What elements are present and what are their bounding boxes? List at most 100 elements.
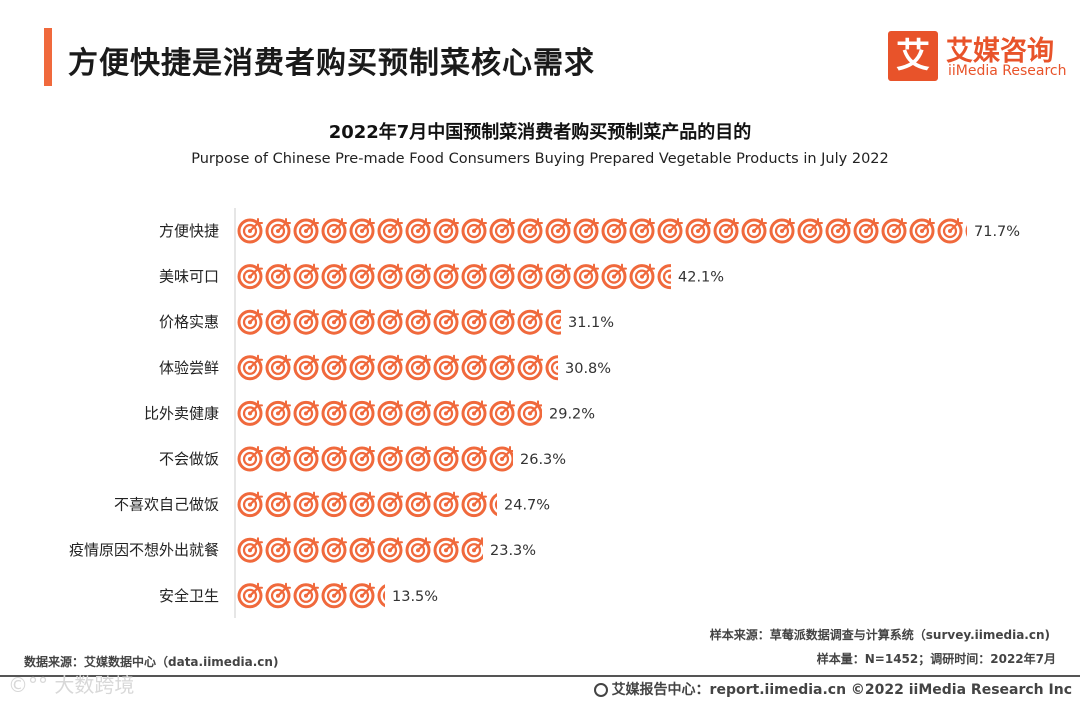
target-icon — [517, 263, 544, 290]
target-icon — [293, 491, 320, 518]
target-icon — [545, 308, 561, 335]
target-icon — [433, 491, 460, 518]
footer-credit-text: 艾媒报告中心：report.iimedia.cn ©2022 iiMedia R… — [611, 682, 1072, 698]
bar-美味可口 — [237, 263, 671, 290]
category-label: 体验尝鲜 — [159, 359, 219, 377]
target-icon — [293, 399, 320, 426]
target-icon — [293, 354, 320, 381]
brand-name-cn: 艾媒咨询 — [946, 36, 1054, 67]
target-icon — [265, 308, 292, 335]
category-label: 不会做饭 — [159, 450, 219, 468]
target-icon — [573, 217, 600, 244]
target-icon — [377, 399, 404, 426]
bar-疫情原因不想外出就餐 — [237, 536, 483, 563]
target-icon — [405, 263, 432, 290]
target-icon — [489, 308, 516, 335]
target-icon — [461, 308, 488, 335]
sample-size-note: 样本量：N=1452；调研时间：2022年7月 — [816, 652, 1056, 666]
target-icon — [237, 354, 264, 381]
target-icon — [433, 263, 460, 290]
target-icon — [461, 445, 488, 472]
target-icon — [293, 445, 320, 472]
target-icon — [545, 263, 572, 290]
target-icon — [349, 308, 376, 335]
target-icon — [237, 399, 264, 426]
target-icon — [461, 536, 483, 563]
target-icon — [377, 217, 404, 244]
target-icon — [405, 399, 432, 426]
sample-source-note: 样本来源：草莓派数据调查与计算系统（survey.iimedia.cn) — [709, 628, 1050, 642]
target-icon — [909, 217, 936, 244]
bar-比外卖健康 — [237, 399, 542, 426]
target-icon — [685, 217, 712, 244]
bar-不会做饭 — [237, 445, 513, 472]
brand-logo-mark: 艾 — [888, 31, 938, 81]
target-icon — [377, 308, 404, 335]
target-icon — [405, 308, 432, 335]
title-accent-bar — [44, 28, 52, 86]
target-icon — [349, 263, 376, 290]
category-label: 安全卫生 — [159, 587, 219, 605]
target-icon — [293, 308, 320, 335]
target-icon — [461, 263, 488, 290]
bar-体验尝鲜 — [237, 354, 558, 381]
target-icon — [237, 445, 264, 472]
brand-logo: 艾 艾媒咨询 iiMedia Research — [888, 31, 1067, 81]
target-icon — [265, 263, 292, 290]
target-icon — [797, 217, 824, 244]
target-icon — [461, 491, 488, 518]
value-label: 13.5% — [392, 589, 438, 605]
target-icon — [377, 354, 404, 381]
target-icon — [405, 536, 432, 563]
target-icon — [377, 491, 404, 518]
target-icon — [237, 491, 264, 518]
category-label: 比外卖健康 — [144, 404, 219, 422]
bar-方便快捷 — [237, 217, 967, 244]
target-icon — [601, 263, 628, 290]
value-label: 29.2% — [549, 406, 595, 422]
target-icon — [405, 217, 432, 244]
target-icon — [433, 308, 460, 335]
target-icon — [265, 536, 292, 563]
target-icon — [517, 217, 544, 244]
target-icon — [321, 263, 348, 290]
target-icon — [265, 354, 292, 381]
target-icon — [517, 399, 542, 426]
value-label: 23.3% — [490, 543, 536, 559]
target-icon — [405, 354, 432, 381]
value-label: 26.3% — [520, 452, 566, 468]
target-icon — [265, 491, 292, 518]
target-icon — [853, 217, 880, 244]
target-icon — [405, 491, 432, 518]
target-icon — [237, 263, 264, 290]
target-icon — [377, 445, 404, 472]
target-icon — [629, 217, 656, 244]
value-label: 71.7% — [974, 224, 1020, 240]
target-icon — [293, 582, 320, 609]
target-icon — [377, 536, 404, 563]
target-icon — [657, 217, 684, 244]
target-icon — [349, 354, 376, 381]
category-label: 价格实惠 — [159, 313, 219, 331]
target-icon — [321, 217, 348, 244]
target-icon — [321, 308, 348, 335]
target-icon — [461, 399, 488, 426]
target-icon — [265, 445, 292, 472]
target-icon — [825, 217, 852, 244]
target-icon — [349, 399, 376, 426]
target-icon — [601, 217, 628, 244]
value-label: 31.1% — [568, 315, 614, 331]
category-label: 不喜欢自己做饭 — [114, 496, 219, 514]
target-icon — [265, 399, 292, 426]
target-icon — [349, 217, 376, 244]
target-icon — [517, 308, 544, 335]
target-icon — [349, 445, 376, 472]
target-icon — [489, 399, 516, 426]
target-icon — [349, 582, 376, 609]
target-icon — [545, 217, 572, 244]
target-icon — [321, 445, 348, 472]
target-icon — [405, 445, 432, 472]
value-label: 42.1% — [678, 270, 724, 286]
target-icon — [293, 217, 320, 244]
